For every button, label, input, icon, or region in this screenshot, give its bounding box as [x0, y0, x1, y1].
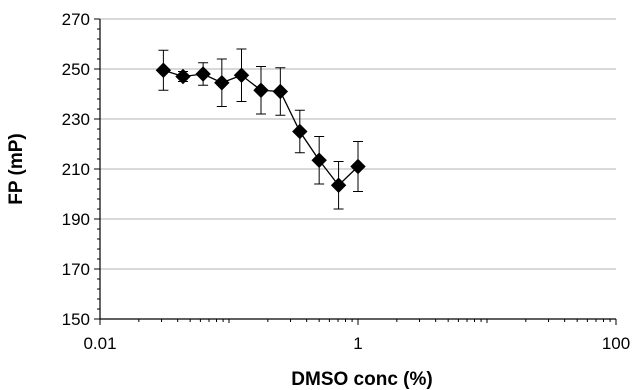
data-point-10 [350, 158, 366, 175]
ticks [94, 18, 617, 325]
y-tick-label-210: 210 [62, 160, 90, 179]
data-point-8 [311, 152, 327, 168]
y-axis-title: FP (mP) [6, 133, 27, 204]
data-point-7 [292, 123, 308, 140]
data-point-0 [155, 62, 172, 78]
tick-labels: 150 170 190 210 230 250 270 0.01 1 100 [62, 10, 631, 353]
y-tick-label-270: 270 [62, 10, 90, 29]
y-tick-label-190: 190 [62, 210, 90, 229]
data-point-3 [214, 75, 230, 91]
x-tick-label-1: 1 [353, 334, 362, 353]
data-point-4 [233, 67, 250, 83]
y-tick-label-250: 250 [62, 60, 90, 79]
y-tick-label-170: 170 [62, 260, 90, 279]
y-tick-label-150: 150 [62, 310, 90, 329]
series [155, 48, 366, 210]
data-point-6 [272, 83, 289, 100]
data-point-2 [195, 66, 211, 82]
x-tick-label-100: 100 [602, 334, 630, 353]
data-point-5 [253, 82, 269, 98]
data-point-9 [330, 177, 347, 193]
x-tick-label-0.01: 0.01 [83, 334, 116, 353]
x-axis-title: DMSO conc (%) [291, 369, 432, 390]
y-tick-label-230: 230 [62, 110, 90, 129]
data-point-1 [175, 68, 191, 85]
